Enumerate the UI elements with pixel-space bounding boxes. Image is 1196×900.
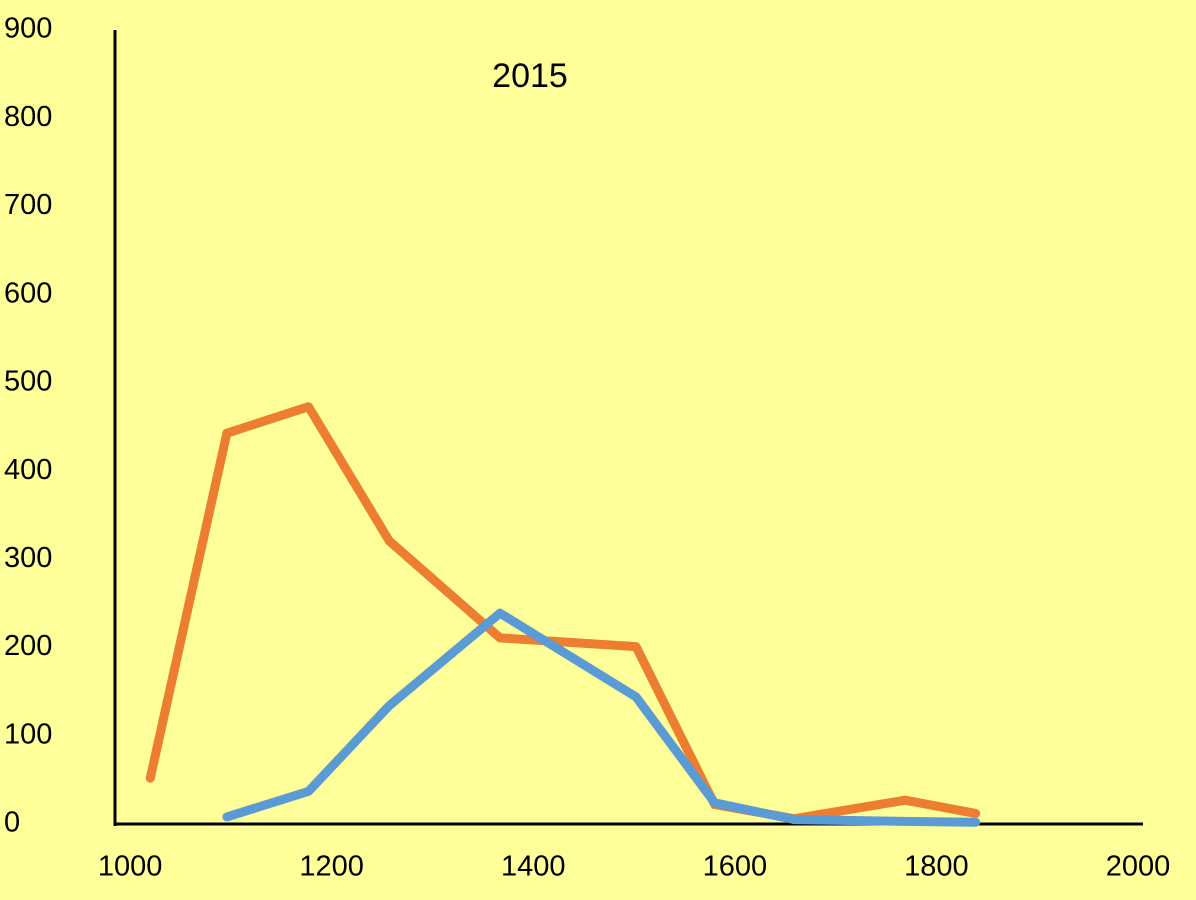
y-tick-label: 500 [4, 366, 52, 398]
x-tick-label: 1400 [501, 851, 566, 883]
y-tick-label: 900 [4, 13, 52, 45]
series-line [145, 402, 981, 824]
x-tick-label: 1200 [299, 851, 364, 883]
chart-title: 2015 [492, 57, 568, 95]
y-tick-label: 800 [4, 101, 52, 133]
y-tick-label: 0 [4, 807, 20, 839]
x-tick-label: 2000 [1106, 851, 1171, 883]
y-tick-label: 400 [4, 454, 52, 486]
x-tick-label: 1800 [904, 851, 969, 883]
y-tick-label: 600 [4, 277, 52, 309]
y-tick-label: 200 [4, 630, 52, 662]
y-tick-label: 100 [4, 718, 52, 750]
y-tick-label: 700 [4, 189, 52, 221]
x-tick-label: 1000 [98, 851, 163, 883]
y-tick-label: 300 [4, 542, 52, 574]
series-line [222, 608, 981, 827]
x-tick-label: 1600 [703, 851, 768, 883]
